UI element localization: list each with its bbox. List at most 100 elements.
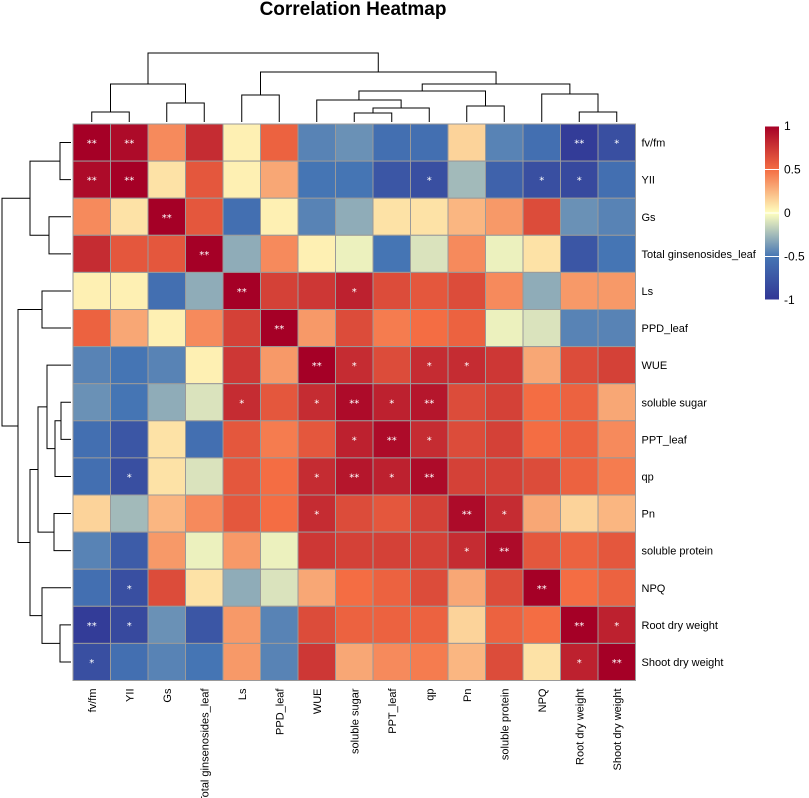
heatmap-cell: [335, 123, 374, 162]
heatmap-cell: [110, 531, 149, 570]
heatmap-cell: [410, 642, 449, 682]
heatmap-cell: [72, 642, 111, 682]
heatmap-cell: [222, 160, 261, 199]
dendrogram-branch: [466, 105, 505, 122]
heatmap-cell: [597, 531, 636, 570]
heatmap-cell: [185, 642, 224, 682]
heatmap-cell: [372, 568, 411, 607]
heatmap-cell: [447, 309, 486, 348]
row-label: NPQ: [642, 583, 666, 595]
heatmap-cell: [222, 234, 261, 273]
heatmap-cell: [335, 605, 374, 644]
legend-tick-label: 1: [784, 119, 791, 133]
legend-tick-label: 0.5: [784, 163, 801, 177]
heatmap-cell: [110, 160, 149, 199]
heatmap-cell: [222, 642, 261, 682]
heatmap-cell: [335, 197, 374, 236]
dendrogram-branch: [241, 94, 280, 122]
heatmap-cell: [410, 123, 449, 162]
heatmap-cell: [222, 568, 261, 607]
significance-mark: **: [274, 324, 284, 335]
row-label: qp: [642, 471, 654, 483]
significance-mark: **: [574, 621, 584, 632]
dendrogram-branch: [59, 142, 71, 181]
significance-mark: *: [614, 621, 619, 632]
significance-mark: **: [349, 398, 359, 409]
heatmap-cell: [485, 346, 524, 385]
significance-mark: **: [124, 139, 134, 150]
significance-mark: *: [352, 435, 357, 446]
heatmap-cell: [260, 457, 299, 496]
heatmap-cell: [597, 568, 636, 607]
heatmap-cell: [147, 271, 186, 310]
dendrogram-branch: [91, 111, 130, 122]
heatmap-cell: [297, 568, 336, 607]
heatmap-cell: [185, 605, 224, 644]
heatmap-cell: [410, 457, 449, 496]
heatmap-cell: [72, 309, 111, 348]
significance-mark: *: [502, 510, 507, 521]
column-label: PPD_leaf: [274, 688, 286, 735]
dendrogram-branch: [358, 90, 486, 106]
row-label: PPD_leaf: [642, 323, 689, 335]
column-label: qp: [424, 689, 436, 701]
column-label: WUE: [312, 689, 324, 715]
heatmap-cell: [522, 197, 561, 236]
significance-mark: **: [499, 547, 509, 558]
dendrogram-branch: [48, 216, 71, 255]
heatmap-cell: [560, 568, 599, 607]
heatmap-cell: [72, 531, 111, 570]
heatmap-cell: [522, 271, 561, 310]
significance-mark: *: [427, 361, 432, 372]
significance-mark: **: [612, 658, 622, 669]
significance-mark: **: [124, 176, 134, 187]
heatmap-cell: [522, 605, 561, 644]
heatmap-cell: [597, 123, 636, 162]
heatmap-cell: [447, 605, 486, 644]
column-label: Root dry weight: [574, 689, 586, 765]
heatmap-cell: [222, 271, 261, 310]
heatmap-cell: [222, 531, 261, 570]
heatmap-cell: [447, 420, 486, 459]
heatmap-cell: [260, 420, 299, 459]
significance-mark: *: [314, 510, 319, 521]
heatmap-cell: [447, 457, 486, 496]
heatmap-cell: [447, 568, 486, 607]
heatmap-cell: [185, 271, 224, 310]
heatmap-cell: [597, 271, 636, 310]
heatmap-cell: [560, 197, 599, 236]
dendrogram-branch: [541, 93, 599, 122]
heatmap-cell: [522, 309, 561, 348]
dendrogram-branch: [29, 468, 42, 617]
row-label: WUE: [642, 360, 668, 372]
significance-mark: *: [389, 398, 394, 409]
heatmap-cell: [522, 234, 561, 273]
row-label: Gs: [642, 212, 657, 224]
dendrogram-branch: [372, 107, 430, 122]
significance-mark: *: [239, 398, 244, 409]
significance-mark: **: [424, 398, 434, 409]
chart-title: Correlation Heatmap: [260, 0, 447, 20]
heatmap-cell: [372, 234, 411, 273]
significance-mark: *: [127, 621, 132, 632]
row-label: soluble protein: [642, 546, 714, 558]
dendrogram-branch: [166, 102, 205, 122]
heatmap-cell: [110, 234, 149, 273]
heatmap-cell: [335, 234, 374, 273]
heatmap-cell: [110, 420, 149, 459]
dendrogram-branch: [110, 83, 186, 112]
dendrogram-branch: [147, 52, 379, 84]
heatmap-cell: [410, 420, 449, 459]
heatmap-cell: [185, 309, 224, 348]
heatmap-cell: [147, 234, 186, 273]
heatmap-cell: [72, 494, 111, 533]
heatmap-cell: [335, 271, 374, 310]
heatmap-cell: [410, 531, 449, 570]
heatmap-cell: [410, 271, 449, 310]
heatmap-cell: [560, 642, 599, 682]
heatmap-cell: [297, 309, 336, 348]
heatmap-cell: [560, 457, 599, 496]
heatmap-cell: [297, 494, 336, 533]
dendrogram-branch: [54, 420, 71, 477]
heatmap-cell: [72, 197, 111, 236]
